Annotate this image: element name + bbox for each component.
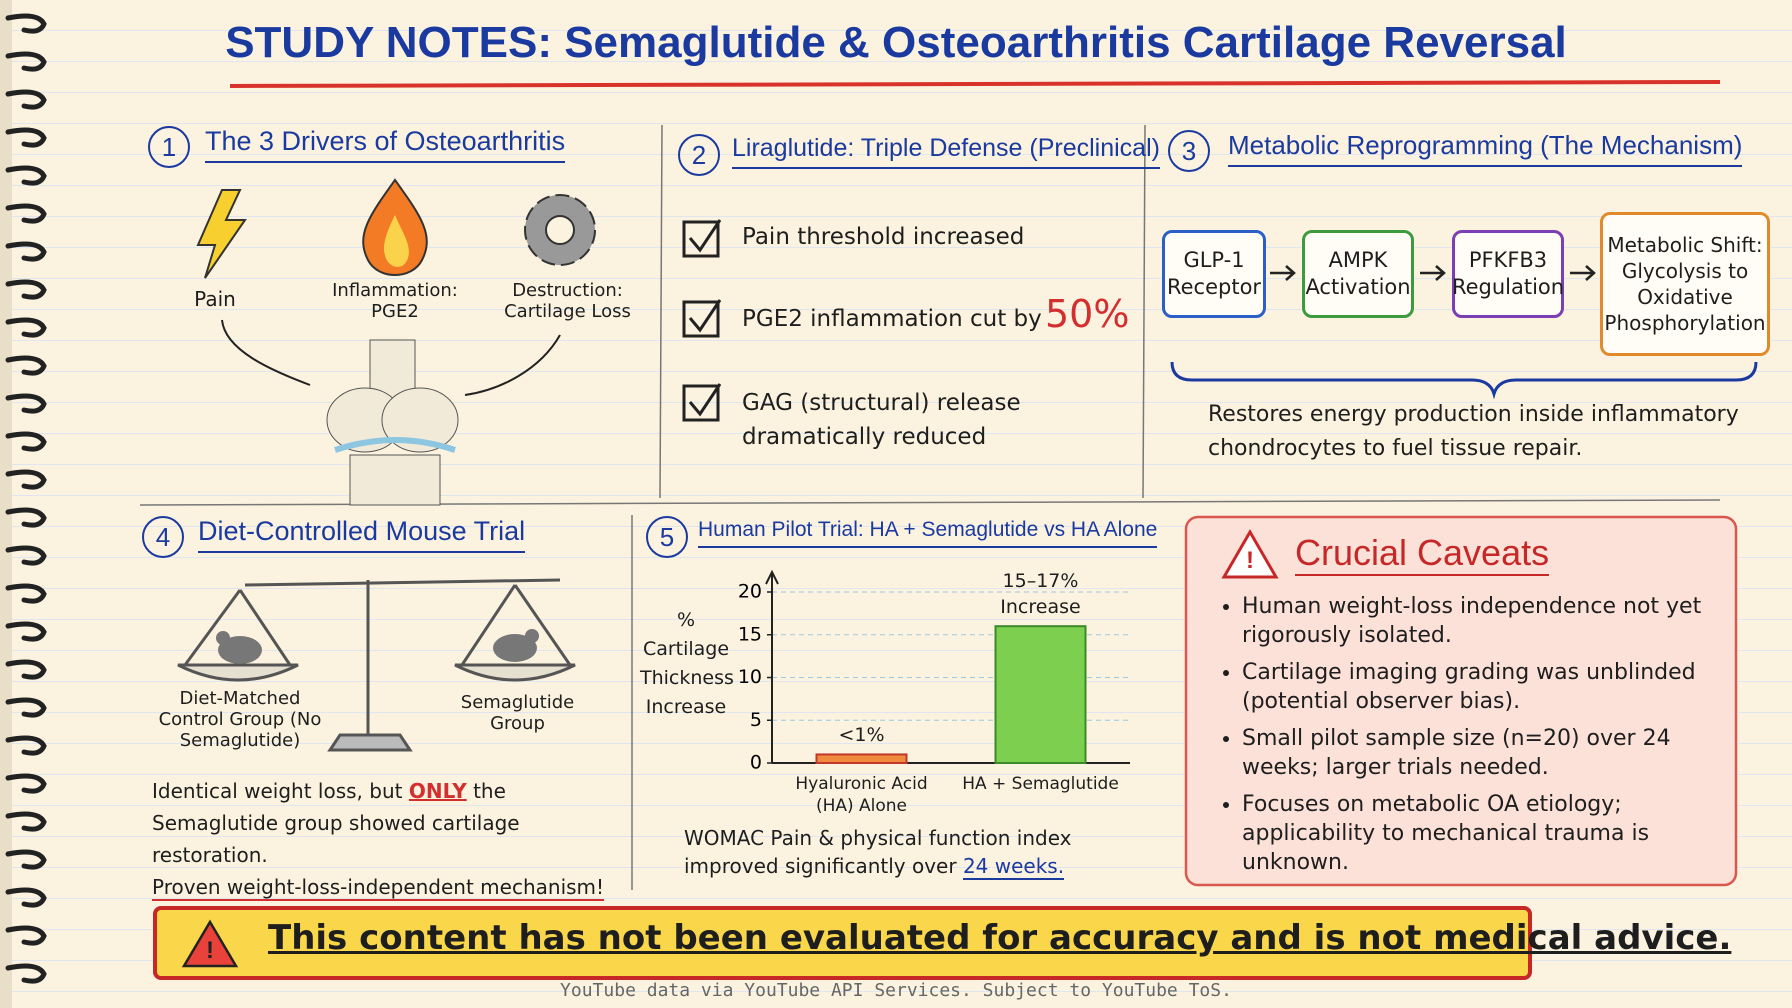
y-tick-label: 5 xyxy=(750,709,762,731)
section-number: 1 xyxy=(148,126,190,168)
section-number: 3 xyxy=(1168,130,1210,172)
y-tick-label: 10 xyxy=(738,666,762,688)
chart-plot: 0 5 10 15 20 xyxy=(738,569,1130,774)
check-item: Pain threshold increased xyxy=(742,224,1025,250)
value-label: 15–17% Increase xyxy=(1000,570,1081,619)
group-label: Semaglutide Group xyxy=(460,692,575,734)
y-tick-label: 0 xyxy=(750,752,762,774)
section-heading: The 3 Drivers of Osteoarthritis xyxy=(205,126,566,163)
proof: Proven weight-loss-independent mechanism… xyxy=(152,875,605,901)
section-heading: Metabolic Reprogramming (The Mechanism) xyxy=(1228,130,1743,167)
driver-label: Destruction: Cartilage Loss xyxy=(504,280,631,322)
step-box: PFKFB3 Regulation xyxy=(1452,230,1564,318)
y-axis-arrow xyxy=(765,569,779,585)
driver-label: Inflammation: PGE2 xyxy=(332,280,458,322)
summary: Restores energy production inside inflam… xyxy=(1208,402,1739,461)
section-heading: Liraglutide: Triple Defense (Preclinical… xyxy=(732,134,1160,169)
check-item: PGE2 inflammation cut by xyxy=(742,306,1042,332)
conclusion: Identical weight loss, but ONLY the Sema… xyxy=(152,775,632,903)
bar xyxy=(815,753,908,764)
note-emphasis: 24 weeks. xyxy=(962,854,1065,880)
caveat-item: Small pilot sample size (n=20) over 24 w… xyxy=(1242,724,1742,782)
caveats-heading: Crucial Caveats xyxy=(1295,532,1550,576)
chart: 0 5 10 15 20 % Cartilage Thickness Increase H… xyxy=(640,560,1160,820)
footer: YouTube data via YouTube API Services. S… xyxy=(560,980,1232,1001)
title: STUDY NOTES: Semaglutide & Osteoarthriti… xyxy=(225,18,1567,67)
section-number: 5 xyxy=(646,516,688,558)
section-number: 4 xyxy=(142,516,184,558)
conclusion-text: Identical weight loss, but xyxy=(152,779,403,803)
step-box: GLP-1 Receptor xyxy=(1162,230,1266,318)
section-heading: Human Pilot Trial: HA + Semaglutide vs H… xyxy=(698,518,1158,548)
note-text: WOMAC Pain & physical function index imp… xyxy=(684,826,1072,878)
emphasis: 50% xyxy=(1045,292,1130,336)
x-tick-label: HA + Semaglutide xyxy=(962,774,1119,794)
caveat-item: Human weight-loss independence not yet r… xyxy=(1242,592,1742,650)
step-box: AMPK Activation xyxy=(1302,230,1414,318)
check-item: GAG (structural) release dramatically re… xyxy=(742,390,1021,450)
step-box: Metabolic Shift: Glycolysis to Oxidative… xyxy=(1600,212,1770,356)
caveat-item: Focuses on metabolic OA etiology; applic… xyxy=(1242,790,1742,877)
y-axis-label: % Cartilage Thickness Increase xyxy=(640,609,734,718)
conclusion-text: the Semaglutide group showed cartilage r… xyxy=(152,779,520,867)
x-tick-label: Hyaluronic Acid (HA) Alone xyxy=(795,774,928,816)
group-label: Diet-Matched Control Group (No Semagluti… xyxy=(158,688,322,751)
bar xyxy=(994,625,1087,764)
svg-text:!: ! xyxy=(1246,547,1254,574)
svg-text:!: ! xyxy=(206,937,214,964)
value-label: <1% xyxy=(838,724,885,747)
note: WOMAC Pain & physical function index imp… xyxy=(684,824,1154,880)
section-number: 2 xyxy=(678,134,720,176)
driver-label: Pain xyxy=(194,287,236,311)
caveat-item: Cartilage imaging grading was unblinded … xyxy=(1242,658,1742,716)
disclaimer: This content has not been evaluated for … xyxy=(268,918,1732,958)
emphasis: ONLY xyxy=(408,779,467,803)
y-tick-label: 15 xyxy=(738,623,762,645)
y-tick-label: 20 xyxy=(738,581,762,603)
section-heading: Diet-Controlled Mouse Trial xyxy=(198,516,526,553)
caveat-list: Human weight-loss independence not yet r… xyxy=(1220,592,1742,885)
